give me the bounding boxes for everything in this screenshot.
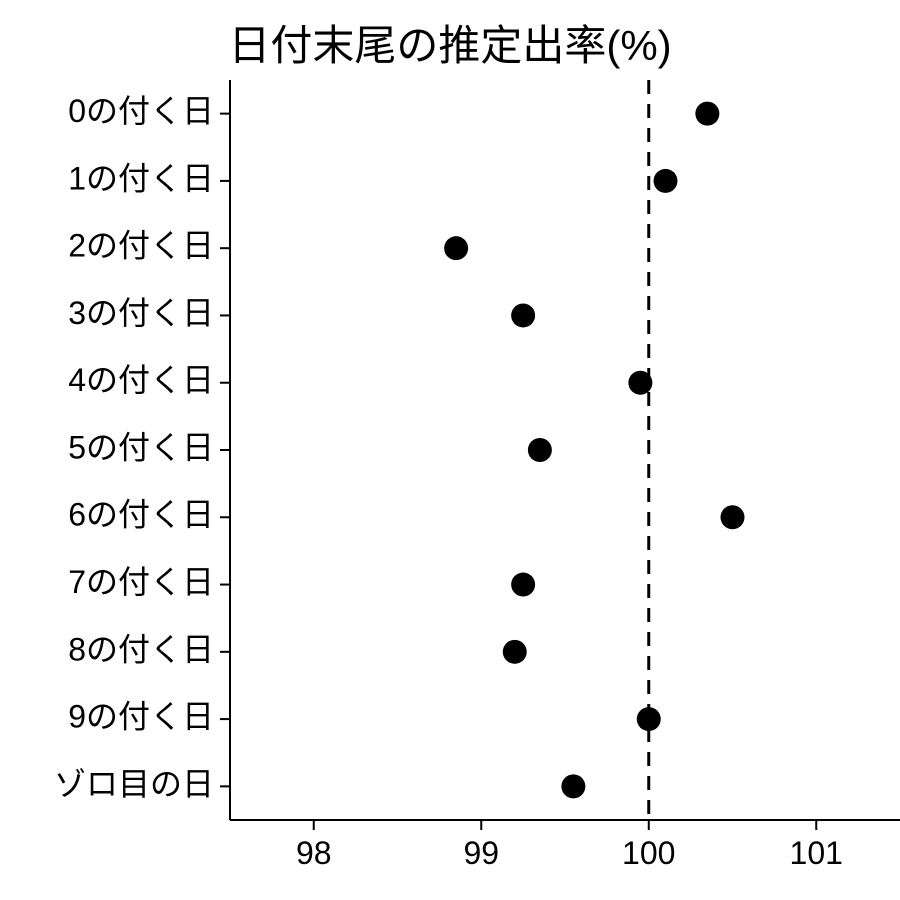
data-point: [561, 774, 585, 798]
chart-title: 日付末尾の推定出率(%): [0, 12, 900, 73]
data-point: [503, 640, 527, 664]
x-tick-label: 98: [296, 835, 332, 871]
data-point: [628, 371, 652, 395]
y-tick-label: 7の付く日: [68, 564, 214, 600]
x-tick-label: 100: [622, 835, 675, 871]
data-point: [637, 707, 661, 731]
chart-container: 日付末尾の推定出率(%) 0の付く日 1の付く日 2の付く日 3の付く日 4の付く日 5の…: [0, 0, 900, 900]
y-tick-label: 0の付く日: [68, 93, 214, 129]
y-tick-label: 8の付く日: [68, 631, 214, 667]
x-tick-label: 99: [463, 835, 499, 871]
y-tick-label: 6の付く日: [68, 497, 214, 533]
data-point: [444, 236, 468, 260]
scatter-plot: 0の付く日 1の付く日 2の付く日 3の付く日 4の付く日 5の付く日 6の付く日 7の付く日…: [0, 0, 900, 900]
y-tick-label: 5の付く日: [68, 429, 214, 465]
y-tick-label: 1の付く日: [68, 160, 214, 196]
y-tick-label: 2の付く日: [68, 228, 214, 264]
x-tick-label: 101: [790, 835, 843, 871]
data-point: [511, 573, 535, 597]
data-point: [721, 505, 745, 529]
y-tick-label: 3の付く日: [68, 295, 214, 331]
y-tick-label: 4の付く日: [68, 362, 214, 398]
data-point: [654, 169, 678, 193]
data-point: [511, 303, 535, 327]
y-tick-label: ゾロ目の日: [54, 766, 214, 802]
data-point: [528, 438, 552, 462]
data-point: [695, 102, 719, 126]
y-tick-label: 9の付く日: [68, 699, 214, 735]
